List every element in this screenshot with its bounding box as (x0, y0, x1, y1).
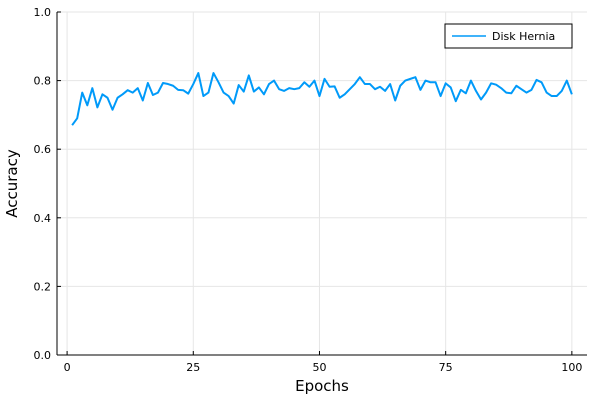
y-axis-ticks: 0.0 0.2 0.4 0.6 0.8 1.0 (34, 6, 61, 362)
x-tick-label: 0 (64, 361, 71, 374)
y-tick-label: 0.2 (34, 280, 52, 293)
x-tick-label: 50 (312, 361, 326, 374)
series-line-disk-hernia (71, 72, 573, 126)
y-tick-label: 0.8 (34, 75, 52, 88)
x-tick-label: 75 (439, 361, 453, 374)
x-tick-label: 25 (186, 361, 200, 374)
y-tick-label: 0.6 (34, 143, 52, 156)
x-tick-label: 100 (561, 361, 582, 374)
y-tick-label: 1.0 (34, 6, 52, 19)
legend: Disk Hernia (444, 23, 573, 49)
x-axis-ticks: 0 25 50 75 100 (64, 351, 582, 374)
y-axis-title: Accuracy (3, 149, 21, 218)
legend-label-disk-hernia: Disk Hernia (492, 30, 555, 43)
series-lines (71, 72, 573, 126)
y-tick-label: 0.0 (34, 349, 52, 362)
x-axis-title: Epochs (295, 377, 349, 395)
axes (56, 12, 587, 356)
grid (57, 11, 587, 356)
y-tick-label: 0.4 (34, 212, 52, 225)
